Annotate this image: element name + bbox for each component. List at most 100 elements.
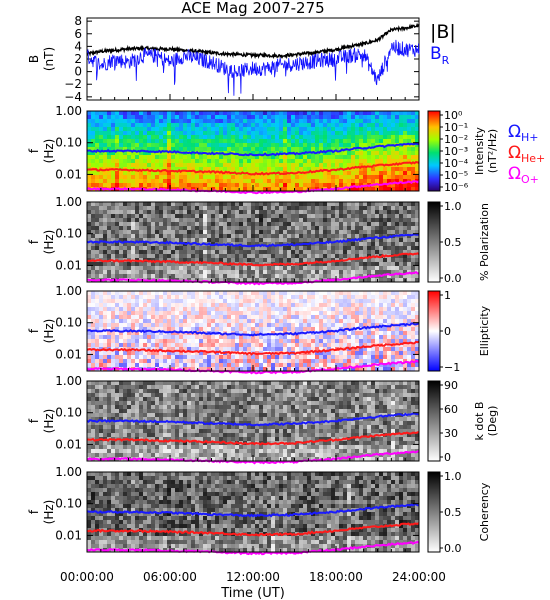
polarization-cell xyxy=(255,242,259,246)
polarization-cell xyxy=(87,242,91,246)
polarization-cell xyxy=(171,210,175,214)
intensity-cell xyxy=(355,151,359,155)
ellipticity-cell xyxy=(183,319,187,323)
intensity-cell xyxy=(95,163,99,167)
ellipticity-cell xyxy=(271,299,275,303)
ellipticity-cell xyxy=(259,367,263,371)
polarization-cell xyxy=(115,202,119,206)
ellipticity-cell xyxy=(163,307,167,311)
polarization-cell xyxy=(103,234,107,238)
polarization-cell xyxy=(307,274,311,278)
polarization-cell xyxy=(323,230,327,234)
ellipticity-cell xyxy=(155,299,159,303)
intensity-cell xyxy=(363,179,367,183)
ellipticity-cell xyxy=(227,343,231,347)
intensity-cell xyxy=(411,187,415,191)
intensity-cell xyxy=(283,147,287,151)
ellipticity-cell xyxy=(191,367,195,371)
ellipticity-cell xyxy=(91,295,95,299)
polarization-cell xyxy=(335,238,339,242)
ellipticity-cell xyxy=(291,295,295,299)
ellipticity-cell xyxy=(291,363,295,367)
ellipticity-cell xyxy=(107,307,111,311)
intensity-cell xyxy=(279,111,283,115)
polarization-cell xyxy=(211,210,215,214)
ellipticity-cell xyxy=(307,295,311,299)
intensity-cell xyxy=(87,171,91,175)
intensity-cell xyxy=(259,175,263,179)
polarization-cell xyxy=(247,230,251,234)
polarization-cell xyxy=(271,226,275,230)
ellipticity-cell xyxy=(99,291,103,295)
polarization-cell xyxy=(163,262,167,266)
polarization-cell xyxy=(371,270,375,274)
intensity-cell xyxy=(243,159,247,163)
polarization-cell xyxy=(411,226,415,230)
ellipticity-cell xyxy=(347,307,351,311)
ellipticity-cell xyxy=(179,327,183,331)
polarization-cell xyxy=(179,266,183,270)
ellipticity-cell xyxy=(91,311,95,315)
intensity-cell xyxy=(367,111,371,115)
ellipticity-cell xyxy=(379,323,383,327)
ellipticity-cell xyxy=(275,315,279,319)
polarization-cell xyxy=(279,202,283,206)
intensity-cell xyxy=(375,119,379,123)
polarization-cell xyxy=(159,214,163,218)
polarization-cell xyxy=(91,230,95,234)
intensity-cell xyxy=(143,179,147,183)
polarization-cell xyxy=(383,274,387,278)
polarization-cell xyxy=(295,250,299,254)
intensity-cell xyxy=(355,147,359,151)
intensity-cell xyxy=(227,115,231,119)
ellipticity-cell xyxy=(299,343,303,347)
polarization-cell xyxy=(411,246,415,250)
ellipticity-cell xyxy=(363,303,367,307)
polarization-cell xyxy=(351,202,355,206)
ellipticity-cell xyxy=(319,355,323,359)
polarization-colorbar xyxy=(427,201,441,283)
intensity-cell xyxy=(171,139,175,143)
ellipticity-cell xyxy=(327,339,331,343)
polarization-cell xyxy=(191,246,195,250)
intensity-cell xyxy=(107,151,111,155)
intensity-cell xyxy=(111,159,115,163)
intensity-cell xyxy=(383,179,387,183)
polarization-cell xyxy=(167,210,171,214)
intensity-cell xyxy=(95,155,99,159)
polarization-cell xyxy=(271,202,275,206)
intensity-cell xyxy=(283,175,287,179)
intensity-cell xyxy=(307,131,311,135)
intensity-cell xyxy=(215,115,219,119)
ellipticity-cell xyxy=(163,343,167,347)
ellipticity-cell xyxy=(191,307,195,311)
polarization-cell xyxy=(335,226,339,230)
polarization-cell xyxy=(215,270,219,274)
polarization-cell xyxy=(295,206,299,210)
polarization-cell xyxy=(323,258,327,262)
intensity-cell xyxy=(331,175,335,179)
polarization-cell xyxy=(387,266,391,270)
intensity-cell xyxy=(103,147,107,151)
intensity-cell xyxy=(259,143,263,147)
intensity-cell xyxy=(251,131,255,135)
ellipticity-cell xyxy=(215,311,219,315)
intensity-y-tick-label: 0.01 xyxy=(55,167,82,181)
intensity-cell xyxy=(163,159,167,163)
ellipticity-cell xyxy=(339,319,343,323)
polarization-cell xyxy=(291,238,295,242)
ellipticity-cell xyxy=(207,347,211,351)
polarization-cell xyxy=(115,254,119,258)
ellipticity-cell xyxy=(159,359,163,363)
ellipticity-cell xyxy=(331,363,335,367)
intensity-cell xyxy=(315,139,319,143)
polarization-cell xyxy=(395,246,399,250)
ellipticity-cell xyxy=(191,355,195,359)
polarization-cell xyxy=(331,234,335,238)
polarization-cell xyxy=(291,258,295,262)
intensity-cell xyxy=(147,139,151,143)
polarization-cell xyxy=(303,274,307,278)
polarization-cell xyxy=(327,246,331,250)
intensity-cell xyxy=(235,119,239,123)
intensity-cell xyxy=(415,163,419,167)
